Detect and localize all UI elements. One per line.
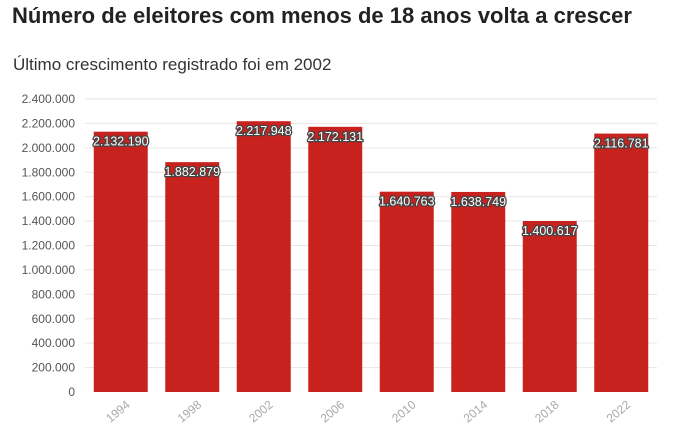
y-tick-label: 800.000 bbox=[32, 287, 76, 301]
y-axis-tick-labels: 0 200.000 400.000 600.000 800.000 1.000.000 1.… bbox=[22, 92, 76, 399]
data-label: 2.217.948 bbox=[236, 124, 292, 138]
bar bbox=[379, 191, 434, 392]
x-axis-tick-labels: 1994 1998 2002 2006 2010 2014 2018 2022 bbox=[103, 397, 633, 425]
chart-title: Número de eleitores com menos de 18 anos… bbox=[12, 3, 632, 28]
y-tick-label: 400.000 bbox=[32, 336, 76, 350]
bar bbox=[451, 191, 506, 392]
data-label: 2.116.781 bbox=[594, 137, 649, 151]
x-tick-label: 2022 bbox=[604, 397, 634, 425]
y-tick-label: 200.000 bbox=[32, 361, 76, 375]
bar bbox=[308, 126, 363, 393]
data-label: 2.172.131 bbox=[307, 130, 363, 144]
data-label: 1.638.749 bbox=[450, 195, 506, 209]
y-tick-label: 1.000.000 bbox=[22, 263, 76, 277]
bars bbox=[93, 121, 649, 393]
bar bbox=[93, 131, 148, 393]
y-tick-label: 2.200.000 bbox=[22, 116, 76, 130]
chart-subtitle: Último crescimento registrado foi em 200… bbox=[13, 55, 332, 74]
bar bbox=[522, 221, 577, 392]
data-label: 1.882.879 bbox=[164, 165, 220, 179]
y-tick-label: 600.000 bbox=[32, 312, 76, 326]
y-tick-label: 2.000.000 bbox=[22, 141, 76, 155]
y-tick-label: 1.400.000 bbox=[22, 214, 76, 228]
y-tick-label: 1.200.000 bbox=[22, 239, 76, 253]
x-tick-label: 2014 bbox=[461, 397, 491, 425]
x-tick-label: 2002 bbox=[246, 397, 276, 425]
y-tick-label: 2.400.000 bbox=[22, 92, 76, 106]
x-tick-label: 2010 bbox=[389, 397, 419, 425]
x-tick-label: 2006 bbox=[318, 397, 348, 425]
x-tick-label: 2018 bbox=[532, 397, 562, 425]
x-tick-label: 1994 bbox=[103, 397, 133, 425]
data-label: 1.400.617 bbox=[522, 224, 578, 238]
bar bbox=[165, 162, 220, 392]
data-labels: 2.132.190 1.882.879 2.217.948 2.172.131 1.64… bbox=[92, 123, 650, 239]
y-tick-label: 0 bbox=[68, 385, 75, 399]
y-tick-label: 1.800.000 bbox=[22, 165, 76, 179]
x-tick-label: 1998 bbox=[175, 397, 205, 425]
data-label: 2.132.190 bbox=[93, 135, 149, 149]
y-tick-label: 1.600.000 bbox=[22, 190, 76, 204]
bar bbox=[594, 133, 649, 392]
bar bbox=[236, 121, 291, 392]
data-label: 1.640.763 bbox=[379, 195, 435, 209]
